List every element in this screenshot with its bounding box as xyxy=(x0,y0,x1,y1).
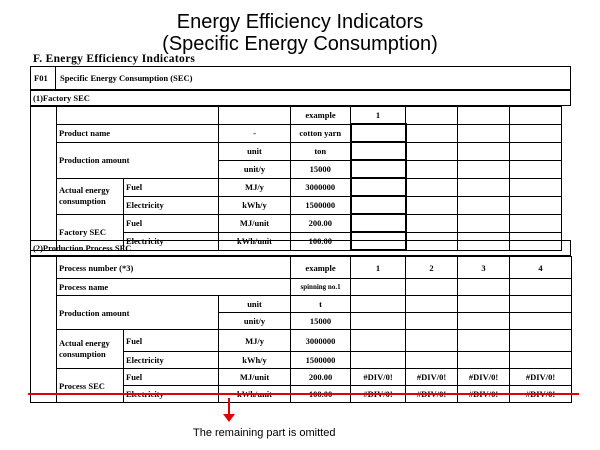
factory-sec-heading-text: (1)Factory SEC xyxy=(33,93,90,103)
process-sec-fuel-value: 200.00 xyxy=(290,368,352,386)
process-unit-label: unit xyxy=(217,295,292,313)
process-sec-fuel-label: Fuel xyxy=(123,368,219,386)
process-sec-fuel-3: #DIV/0! xyxy=(457,368,511,386)
process-col-4: 4 xyxy=(509,256,573,279)
unit-input-1[interactable] xyxy=(349,141,407,161)
unit-label: unit xyxy=(218,141,291,161)
electricity-label: Electricity xyxy=(123,195,219,215)
arrow-head-icon xyxy=(223,414,235,422)
sec-fuel-unit: MJ/unit xyxy=(218,213,291,233)
unit-value: ton xyxy=(290,141,351,161)
process-col-2: 2 xyxy=(405,256,459,279)
fuel-unit: MJ/y xyxy=(218,177,291,197)
f01-divider xyxy=(55,67,56,89)
process-fuel-label: Fuel xyxy=(123,329,219,352)
process-elec-value: 1500000 xyxy=(290,351,352,369)
fuel-input-1[interactable] xyxy=(349,177,407,197)
process-col-3: 3 xyxy=(457,256,511,279)
process-elec-unit: kWh/y xyxy=(217,351,292,369)
product-name-label: Product name xyxy=(56,123,219,143)
fuel-label: Fuel xyxy=(123,177,219,197)
process-fuel-value: 3000000 xyxy=(290,329,352,352)
process-sec-fuel-1: #DIV/0! xyxy=(350,368,407,386)
process-sec-label: Process SEC xyxy=(56,368,124,403)
process-name-example: spinning no.1 xyxy=(290,278,352,296)
product-example: cotton yarn xyxy=(290,123,351,143)
elec-unit: kWh/y xyxy=(218,195,291,215)
sec-elec-value: 100.00 xyxy=(290,231,351,251)
factory-indent xyxy=(30,106,57,251)
sec-fuel-cell-1 xyxy=(349,213,407,233)
process-sec-heading-text: (2)Production Process SEC xyxy=(33,243,132,253)
process-indent xyxy=(30,256,57,403)
f01-header: F01 Specific Energy Consumption (SEC) xyxy=(30,66,571,90)
factory-sec-heading: (1)Factory SEC xyxy=(30,90,571,106)
sec-fuel-label: Fuel xyxy=(123,213,219,233)
cutoff-line xyxy=(28,393,579,395)
fuel-value: 3000000 xyxy=(290,177,351,197)
process-fuel-unit: MJ/y xyxy=(217,329,292,352)
process-actual-energy-label: Actual energy consumption xyxy=(56,329,124,369)
process-sec-fuel-unit: MJ/unit xyxy=(217,368,292,386)
process-sec-fuel-2: #DIV/0! xyxy=(405,368,459,386)
process-col-example: example xyxy=(290,256,352,279)
production-amount-label: Production amount xyxy=(56,141,219,179)
unit-y-label: unit/y xyxy=(218,159,291,179)
process-production-amount-label: Production amount xyxy=(56,295,219,330)
process-electricity-label: Electricity xyxy=(123,351,219,369)
unit-y-value: 15000 xyxy=(290,159,351,179)
product-unit: - xyxy=(218,123,291,143)
process-number-label: Process number (*3) xyxy=(55,256,292,279)
f01-code: F01 xyxy=(34,73,48,83)
factory-sec-table: example 1 Product name - cotton yarn Pro… xyxy=(30,106,572,251)
factory-sec-label: Factory SEC xyxy=(56,213,124,251)
f01-label: Specific Energy Consumption (SEC) xyxy=(60,73,193,83)
process-unit-y-label: unit/y xyxy=(217,312,292,330)
process-sec-fuel-4: #DIV/0! xyxy=(509,368,573,386)
product-input-1[interactable] xyxy=(349,123,407,143)
factory-col-1: 1 xyxy=(350,106,406,125)
process-sec-table: Process number (*3) example 1 2 3 4 Proc… xyxy=(30,256,573,403)
omitted-note: The remaining part is omitted xyxy=(193,427,336,439)
process-sec-heading: (2)Production Process SEC xyxy=(30,240,571,256)
sec-elec-cell-1 xyxy=(349,231,407,251)
unit-y-input-1[interactable] xyxy=(349,159,407,179)
slide-subtitle: (Specific Energy Consumption) xyxy=(162,33,438,55)
elec-value: 1500000 xyxy=(290,195,351,215)
process-unit-value: t xyxy=(290,295,352,313)
down-arrow-icon xyxy=(228,398,230,416)
section-title: F. Energy Efficiency Indicators xyxy=(33,53,196,65)
elec-input-1[interactable] xyxy=(349,195,407,215)
process-col-1: 1 xyxy=(350,256,407,279)
actual-energy-label: Actual energy consumption xyxy=(56,177,124,215)
factory-col-example: example xyxy=(290,106,351,125)
process-unit-y-value: 15000 xyxy=(290,312,352,330)
slide-title: Energy Efficiency Indicators xyxy=(176,11,424,33)
process-name-label: Process name xyxy=(55,278,292,296)
sec-fuel-value: 200.00 xyxy=(290,213,351,233)
